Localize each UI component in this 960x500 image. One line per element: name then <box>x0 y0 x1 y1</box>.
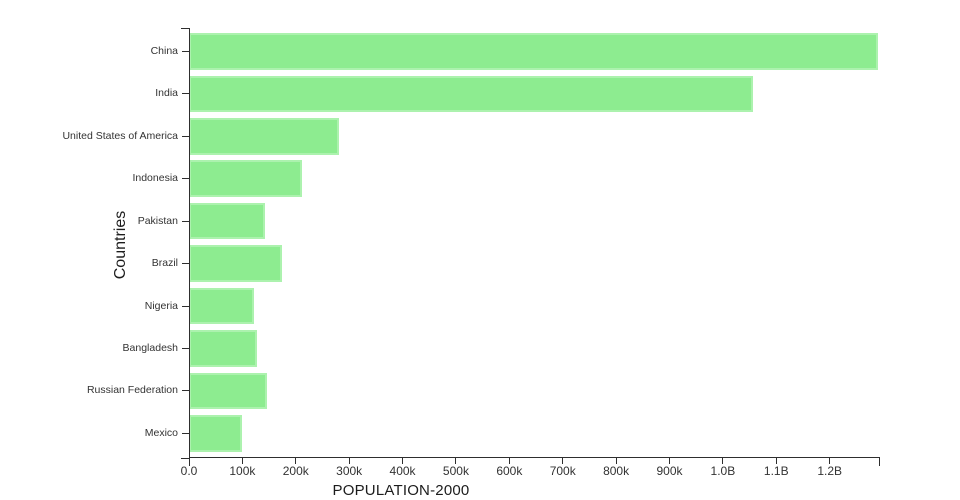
bar-bangladesh <box>189 330 258 367</box>
x-tick-mark <box>829 458 831 464</box>
x-tick-mark <box>241 458 243 464</box>
x-tick-mark <box>668 458 670 464</box>
y-tick-label: Brazil <box>151 257 178 270</box>
y-tick-label: Mexico <box>144 426 178 439</box>
y-tick-mark <box>182 93 189 95</box>
y-tick-mark <box>182 305 189 307</box>
bar-russian-federation <box>189 372 268 410</box>
x-tick-label: 200k <box>282 464 309 478</box>
y-tick-mark <box>182 263 189 265</box>
y-tick-mark <box>182 432 189 434</box>
y-tick-label: Nigeria <box>144 299 178 312</box>
y-tick-label: Russian Federation <box>86 384 178 397</box>
y-axis-title: Countries <box>112 210 129 280</box>
x-tick-mark <box>402 458 404 464</box>
x-tick-mark <box>455 458 457 464</box>
x-tick-mark <box>562 458 564 464</box>
x-tick-mark <box>508 458 510 464</box>
y-tick-mark <box>182 348 189 350</box>
x-tick-label: 800k <box>603 464 630 478</box>
y-tick-label: Bangladesh <box>122 342 178 355</box>
x-tick-label: 700k <box>549 464 576 478</box>
x-axis-line <box>189 457 880 466</box>
x-tick-mark <box>615 458 617 464</box>
y-tick-mark <box>182 220 189 222</box>
y-axis-line <box>181 28 190 459</box>
x-tick-label: 900k <box>656 464 683 478</box>
y-tick-label: Pakistan <box>137 214 178 227</box>
x-tick-label: 0.0 <box>180 464 198 478</box>
y-tick-mark <box>182 50 189 52</box>
x-tick-label: 400k <box>389 464 416 478</box>
x-tick-mark <box>295 458 297 464</box>
y-tick-label: Indonesia <box>132 172 178 185</box>
x-tick-label: 1.2B <box>817 464 842 478</box>
x-tick-mark <box>722 458 724 464</box>
x-tick-label: 300k <box>336 464 363 478</box>
y-tick-mark <box>182 390 189 392</box>
bar-pakistan <box>189 202 265 240</box>
y-tick-label: United States of America <box>62 129 178 142</box>
bar-indonesia <box>189 160 302 197</box>
y-tick-mark <box>182 135 189 137</box>
bar-brazil <box>189 245 283 282</box>
x-tick-label: 1.1B <box>763 464 789 478</box>
bar-india <box>189 75 754 113</box>
bar-mexico <box>189 415 242 452</box>
y-tick-label: China <box>150 44 178 57</box>
x-tick-label: 1.0B <box>710 464 736 478</box>
y-tick-mark <box>182 178 189 180</box>
x-axis-title: POPULATION-2000 <box>332 482 470 499</box>
x-tick-label: 500k <box>442 464 469 478</box>
x-tick-mark <box>348 458 350 464</box>
bar-nigeria <box>189 287 255 325</box>
x-tick-mark <box>775 458 777 464</box>
x-tick-label: 100k <box>229 464 256 478</box>
bar-china <box>189 33 878 70</box>
x-tick-label: 600k <box>496 464 523 478</box>
y-tick-label: India <box>155 87 178 100</box>
bar-united-states-of-america <box>189 118 340 155</box>
